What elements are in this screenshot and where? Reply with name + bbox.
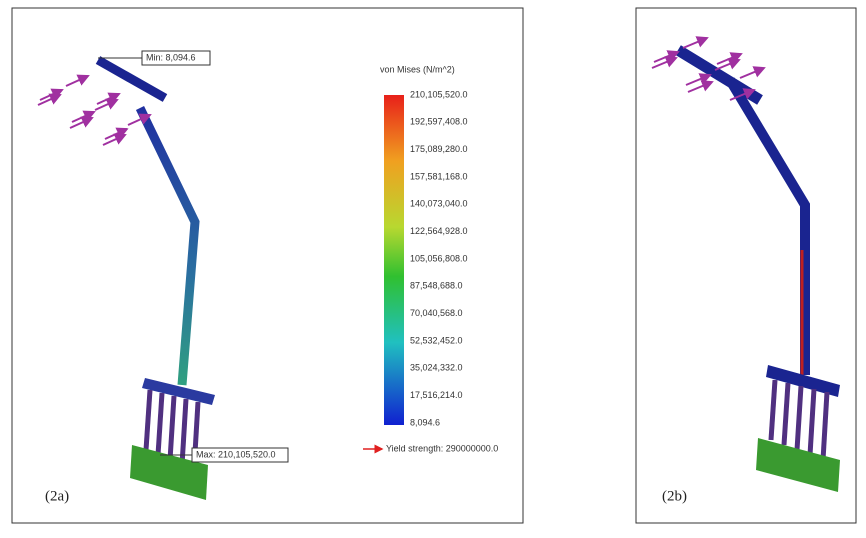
- min-label: Min: 8,094.6: [146, 52, 196, 62]
- legend-label: 192,597,408.0: [410, 117, 468, 127]
- legend-label: 35,024,332.0: [410, 363, 463, 373]
- legend-labels: 210,105,520.0 192,597,408.0 175,089,280.0 1…: [410, 89, 468, 427]
- legend-label: 52,532,452.0: [410, 335, 463, 345]
- legend-label: 175,089,280.0: [410, 144, 468, 154]
- model-b: [652, 38, 840, 492]
- legend-label: 157,581,168.0: [410, 171, 468, 181]
- legend-label: 140,073,040.0: [410, 199, 468, 209]
- model-a: [38, 58, 215, 500]
- legend-label: 70,040,568.0: [410, 308, 463, 318]
- panel-a-label: (2a): [45, 488, 69, 504]
- legend-label: 210,105,520.0: [410, 89, 468, 99]
- yield-label: Yield strength: 290000000.0: [386, 443, 498, 453]
- max-label: Max: 210,105,520.0: [196, 449, 276, 459]
- legend-label: 8,094.6: [410, 417, 440, 427]
- legend-label: 87,548,688.0: [410, 281, 463, 291]
- legend-label: 122,564,928.0: [410, 226, 468, 236]
- legend-label: 105,056,808.0: [410, 253, 468, 263]
- legend-label: 17,516,214.0: [410, 390, 463, 400]
- panel-b-label: (2b): [662, 488, 687, 504]
- color-bar: [384, 95, 404, 425]
- legend-title: von Mises (N/m^2): [380, 64, 455, 74]
- figure: Min: 8,094.6 Max: 210,105,520.0 von Mise…: [0, 0, 866, 533]
